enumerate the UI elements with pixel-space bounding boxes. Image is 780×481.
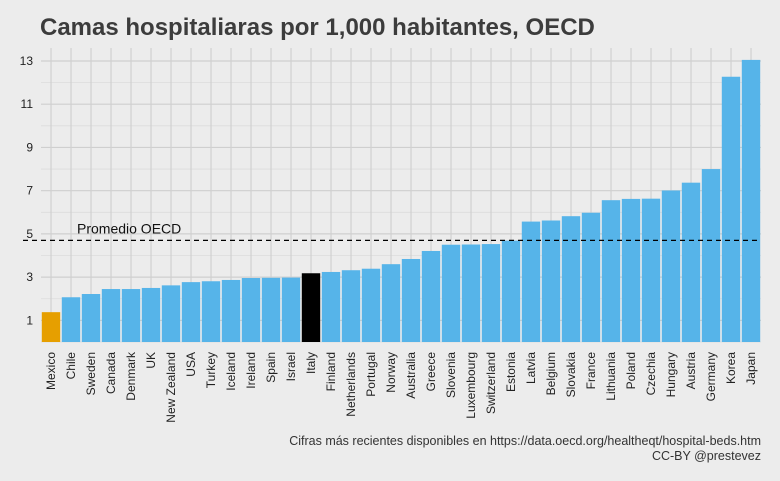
x-tick-label: Hungary [664, 352, 678, 397]
bar-usa [181, 282, 201, 342]
bar-switzerland [481, 244, 501, 342]
bar-hungary [661, 190, 681, 342]
x-tick-label: Czechia [644, 352, 658, 396]
x-tick-label: Luxembourg [464, 352, 478, 419]
bar-netherlands [341, 270, 361, 342]
x-tick-label: Australia [404, 352, 418, 399]
bar-estonia [501, 240, 521, 342]
bar-belgium [541, 220, 561, 342]
x-tick-label: Norway [384, 352, 398, 393]
x-tick-label: Belgium [544, 352, 558, 395]
x-tick-label: Israel [284, 352, 298, 381]
bar-austria [681, 182, 701, 342]
bar-france [581, 212, 601, 342]
x-tick-label: Slovenia [444, 352, 458, 398]
bar-ireland [241, 278, 261, 342]
x-tick-label: Chile [64, 352, 78, 380]
x-tick-label: Greece [424, 352, 438, 392]
bar-italy [301, 273, 321, 342]
x-tick-label: Canada [104, 352, 118, 394]
caption-source: Cifras más recientes disponibles en http… [289, 434, 761, 448]
y-tick-label: 13 [20, 54, 34, 68]
x-tick-label: Ireland [244, 352, 258, 389]
x-tick-label: Mexico [44, 352, 58, 390]
bar-luxembourg [461, 244, 481, 342]
x-tick-label: Netherlands [344, 352, 358, 417]
x-tick-label: USA [184, 352, 198, 377]
bar-germany [701, 169, 721, 342]
reference-line-label: Promedio OECD [77, 220, 181, 236]
x-tick-label: France [584, 352, 598, 390]
x-tick-label: Lithuania [604, 352, 618, 401]
bar-slovenia [441, 244, 461, 342]
bar-portugal [361, 268, 381, 342]
bar-czechia [641, 198, 661, 342]
x-tick-label: Italy [304, 352, 318, 374]
x-tick-label: Turkey [204, 352, 218, 388]
bar-slovakia [561, 216, 581, 342]
bars [41, 59, 761, 343]
x-tick-label: New Zealand [164, 352, 178, 423]
x-tick-label: Slovakia [564, 352, 578, 398]
x-tick-label: UK [144, 352, 158, 369]
x-tick-label: Germany [704, 352, 718, 401]
bar-korea [721, 76, 741, 343]
y-tick-label: 3 [26, 270, 33, 284]
x-tick-label: Iceland [224, 352, 238, 391]
y-tick-label: 5 [26, 227, 33, 241]
x-tick-label: Finland [324, 352, 338, 391]
bar-turkey [201, 281, 221, 342]
x-tick-label: Portugal [364, 352, 378, 397]
bar-lithuania [601, 200, 621, 342]
bar-israel [281, 277, 301, 342]
reference-line: Promedio OECD [23, 220, 761, 241]
x-tick-label: Korea [724, 352, 738, 384]
y-tick-label: 1 [26, 313, 33, 327]
bar-spain [261, 277, 281, 342]
caption-credit: CC-BY @prestevez [652, 449, 761, 463]
x-tick-label: Poland [624, 352, 638, 389]
x-tick-label: Spain [264, 352, 278, 383]
bar-sweden [81, 294, 101, 342]
bar-canada [101, 289, 121, 342]
y-tick-label: 11 [21, 97, 34, 111]
x-tick-label: Estonia [504, 352, 518, 392]
bar-australia [401, 258, 421, 342]
y-tick-label: 7 [26, 184, 33, 198]
bar-greece [421, 250, 441, 342]
bar-latvia [521, 221, 541, 342]
x-tick-label: Switzerland [484, 352, 498, 414]
x-axis: Mexico Chile Sweden Canada Denmark UK New Zeal… [44, 351, 758, 423]
bar-poland [621, 198, 641, 342]
bar-japan [741, 59, 761, 342]
y-tick-label: 9 [26, 140, 33, 154]
bar-uk [141, 287, 161, 342]
bar-denmark [121, 289, 141, 342]
x-tick-label: Sweden [84, 352, 98, 395]
bar-new-zealand [161, 285, 181, 342]
bar-mexico [41, 312, 61, 342]
bar-iceland [221, 279, 241, 342]
bar-chile [61, 297, 81, 342]
bar-norway [381, 264, 401, 342]
x-tick-label: Austria [684, 352, 698, 390]
x-tick-label: Latvia [524, 352, 538, 384]
bar-finland [321, 271, 341, 342]
x-tick-label: Denmark [124, 351, 138, 401]
x-tick-label: Japan [744, 352, 758, 385]
chart-title: Camas hospitaliaras por 1,000 habitantes… [40, 14, 595, 41]
